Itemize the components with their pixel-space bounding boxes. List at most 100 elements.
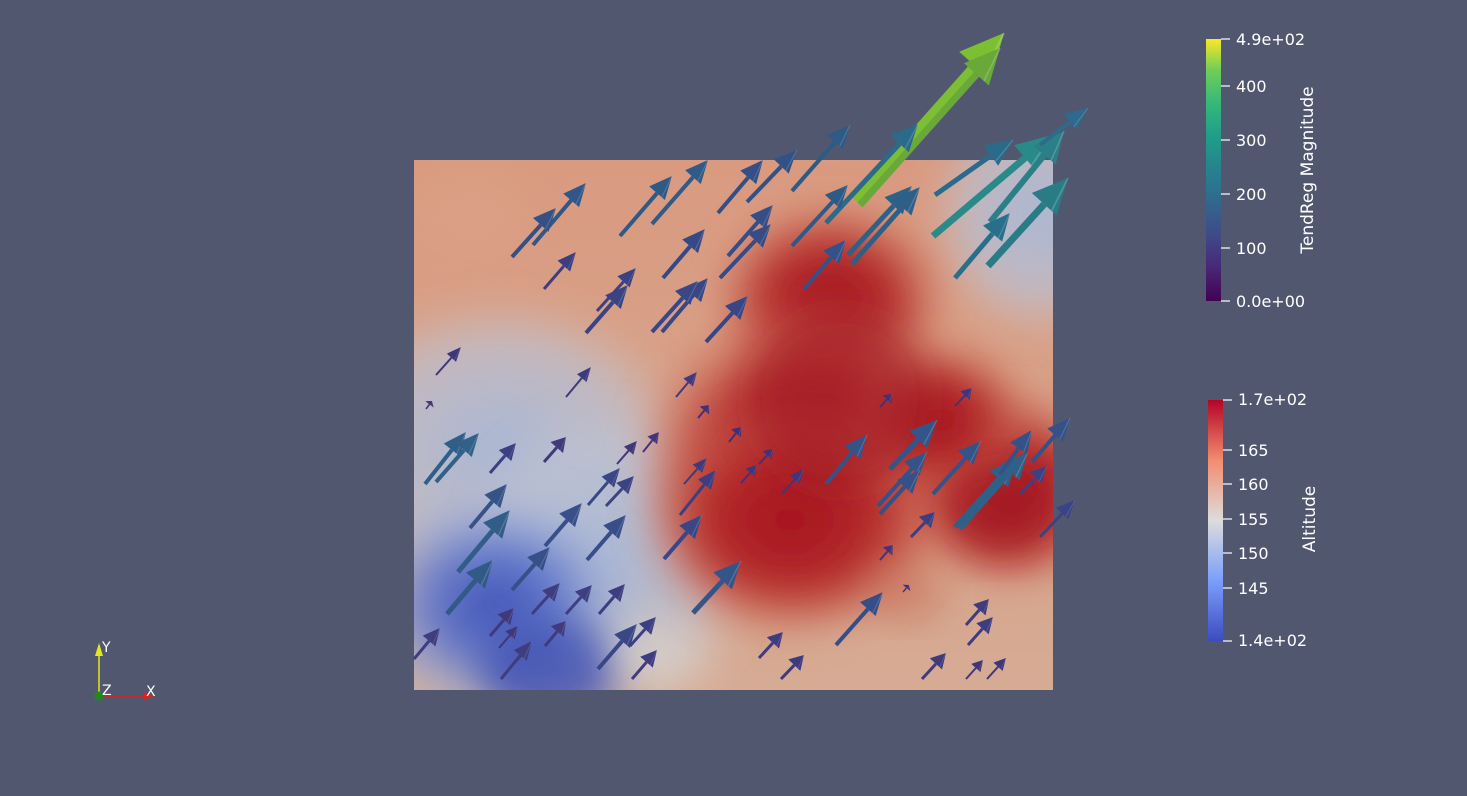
vector-glyph-head xyxy=(1032,131,1064,165)
vector-glyph-shaft xyxy=(468,500,494,530)
vector-glyph-highlight xyxy=(468,432,480,455)
vector-glyph-shaft xyxy=(879,550,889,561)
vector-glyph-head xyxy=(497,608,514,626)
vector-glyph-shaft xyxy=(781,478,796,495)
vector-glyph-head xyxy=(896,470,920,494)
vector-glyph-highlight xyxy=(496,483,508,506)
vector-glyph-highlight xyxy=(836,184,849,207)
vector-glyph-highlight xyxy=(1065,499,1076,518)
vector-glyph-highlight xyxy=(839,124,851,147)
vector-glyph-shaft xyxy=(675,381,689,398)
vector-glyph-head xyxy=(963,48,1000,86)
vector-glyph-highlight xyxy=(648,616,657,633)
vector-glyph-shaft xyxy=(678,483,706,516)
tendreg-tick-label: 0.0e+00 xyxy=(1236,292,1305,311)
orientation-axes-widget[interactable]: X Y Z xyxy=(94,640,157,701)
tendreg-color-bar xyxy=(1206,39,1221,301)
vector-glyph-head xyxy=(971,660,983,673)
vector-glyph-head xyxy=(724,296,748,320)
vector-glyph-head xyxy=(892,187,920,216)
vector-glyph-head xyxy=(745,465,757,477)
vector-glyph-shaft xyxy=(435,357,453,376)
vector-glyph-highlight xyxy=(1050,130,1065,162)
vector-glyph-head xyxy=(505,626,518,640)
vector-glyph-highlight xyxy=(615,514,627,537)
vector-glyph-shaft xyxy=(878,485,907,516)
vector-glyph-shaft xyxy=(530,595,550,616)
tendreg-tick-label: 400 xyxy=(1236,77,1267,96)
vector-glyph-shaft xyxy=(423,448,454,486)
vector-glyph-head xyxy=(422,628,440,647)
vector-glyph-head xyxy=(682,229,705,254)
tendreg-tick-label: 300 xyxy=(1236,131,1267,150)
vector-glyph-head xyxy=(1000,452,1028,481)
vector-glyph-highlight xyxy=(889,393,893,403)
vector-glyph-head xyxy=(692,458,707,473)
vector-glyph-head xyxy=(550,437,566,453)
tendreg-tick-marks xyxy=(1221,38,1230,302)
vector-glyph-shaft xyxy=(824,142,902,225)
vector-glyph-highlight xyxy=(567,251,577,270)
vector-glyph-head xyxy=(713,561,741,590)
vector-glyph-shaft xyxy=(998,447,1021,476)
vector-glyph-shaft xyxy=(564,596,583,616)
vector-glyph-shaft xyxy=(499,654,522,680)
vector-glyph-head xyxy=(557,252,576,272)
vector-glyph-highlight xyxy=(611,467,621,486)
vector-glyph-shaft xyxy=(616,450,630,465)
vector-glyph-shaft xyxy=(412,640,431,660)
altitude-tick-label: 165 xyxy=(1238,441,1269,460)
vector-glyph-highlight xyxy=(939,652,947,668)
vector-glyph-head xyxy=(685,278,708,303)
vector-glyph-highlight xyxy=(617,583,626,601)
vector-glyph-highlight xyxy=(523,640,533,659)
vector-glyph-head xyxy=(605,285,628,310)
vector-glyph-highlight xyxy=(507,607,515,624)
vector-glyph-head xyxy=(909,420,937,449)
vector-glyph-shaft xyxy=(510,223,543,259)
vector-glyph-highlight xyxy=(560,436,567,451)
vector-glyph-head xyxy=(903,452,927,476)
vector-glyph-shaft xyxy=(716,176,750,215)
vector-glyph-head xyxy=(740,160,763,185)
vector-glyph-shaft xyxy=(931,456,968,496)
vector-glyph-shaft xyxy=(565,377,583,398)
vector-glyph-highlight xyxy=(904,123,919,150)
vector-glyph-highlight xyxy=(994,139,1014,163)
vector-glyph-head xyxy=(675,281,698,305)
vector-glyph-highlight xyxy=(890,544,894,554)
vector-glyph-shaft xyxy=(933,153,993,198)
vector-glyph-shaft xyxy=(888,437,921,471)
vector-glyph-shaft xyxy=(618,191,659,238)
tendreg-vector-glyphs xyxy=(412,32,1089,681)
vector-glyph-head xyxy=(513,641,532,661)
vector-glyph-highlight xyxy=(759,223,772,246)
altitude-tick-label: 1.4e+02 xyxy=(1238,631,1307,650)
vector-glyph-shaft xyxy=(930,155,1028,239)
vector-glyph-head xyxy=(973,599,989,616)
vector-glyph-highlight xyxy=(752,464,758,476)
vector-glyph-shaft xyxy=(857,72,980,208)
vector-glyph-head xyxy=(623,441,637,455)
altitude-bar-title: Altitude xyxy=(1300,486,1320,552)
scalar-bar-altitude[interactable]: 1.7e+02 165 160 155 150 145 1.4e+02 Alti… xyxy=(1208,390,1320,650)
vector-glyph-highlight xyxy=(699,457,708,472)
vector-glyph-shaft xyxy=(964,608,981,626)
scalar-bar-tendreg[interactable]: 4.9e+02 400 300 200 100 0.0e+00 TendReg … xyxy=(1206,30,1318,311)
vector-glyph-shaft xyxy=(531,199,573,247)
vector-glyph-shaft xyxy=(1038,512,1064,539)
vector-glyph-head xyxy=(649,176,672,201)
y-axis-arrowhead xyxy=(95,643,103,656)
vector-glyph-highlight xyxy=(856,434,868,457)
vector-glyph-highlight xyxy=(575,182,587,205)
vector-glyph-head xyxy=(823,240,846,265)
vector-glyph-highlight xyxy=(625,475,635,493)
vector-glyph-shaft xyxy=(953,231,995,280)
vector-glyph-head xyxy=(699,405,710,415)
vector-glyph-highlight xyxy=(649,649,658,666)
vector-glyph-shaft xyxy=(597,595,616,615)
vector-glyph-head xyxy=(993,658,1006,671)
vector-glyph-shaft xyxy=(456,529,495,574)
vector-glyph-shaft xyxy=(604,487,624,508)
